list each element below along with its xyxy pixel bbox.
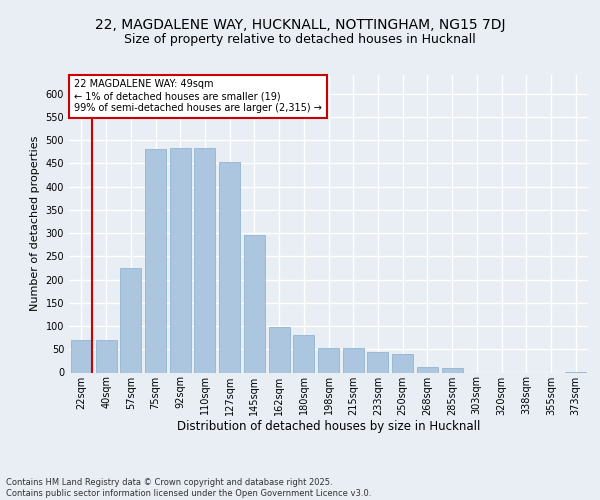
- Text: 22, MAGDALENE WAY, HUCKNALL, NOTTINGHAM, NG15 7DJ: 22, MAGDALENE WAY, HUCKNALL, NOTTINGHAM,…: [95, 18, 505, 32]
- Text: Size of property relative to detached houses in Hucknall: Size of property relative to detached ho…: [124, 32, 476, 46]
- Bar: [71, 340, 92, 372]
- Bar: [417, 368, 438, 372]
- Bar: [244, 236, 265, 372]
- Bar: [367, 352, 388, 372]
- Bar: [392, 354, 413, 372]
- X-axis label: Distribution of detached houses by size in Hucknall: Distribution of detached houses by size …: [177, 420, 480, 433]
- Text: Contains HM Land Registry data © Crown copyright and database right 2025.
Contai: Contains HM Land Registry data © Crown c…: [6, 478, 371, 498]
- Bar: [343, 348, 364, 372]
- Bar: [269, 327, 290, 372]
- Text: 22 MAGDALENE WAY: 49sqm
← 1% of detached houses are smaller (19)
99% of semi-det: 22 MAGDALENE WAY: 49sqm ← 1% of detached…: [74, 80, 322, 112]
- Bar: [95, 340, 116, 372]
- Bar: [120, 268, 141, 372]
- Bar: [219, 162, 240, 372]
- Bar: [145, 150, 166, 372]
- Bar: [194, 148, 215, 372]
- Bar: [170, 148, 191, 372]
- Bar: [318, 348, 339, 372]
- Bar: [293, 336, 314, 372]
- Y-axis label: Number of detached properties: Number of detached properties: [30, 136, 40, 312]
- Bar: [442, 368, 463, 372]
